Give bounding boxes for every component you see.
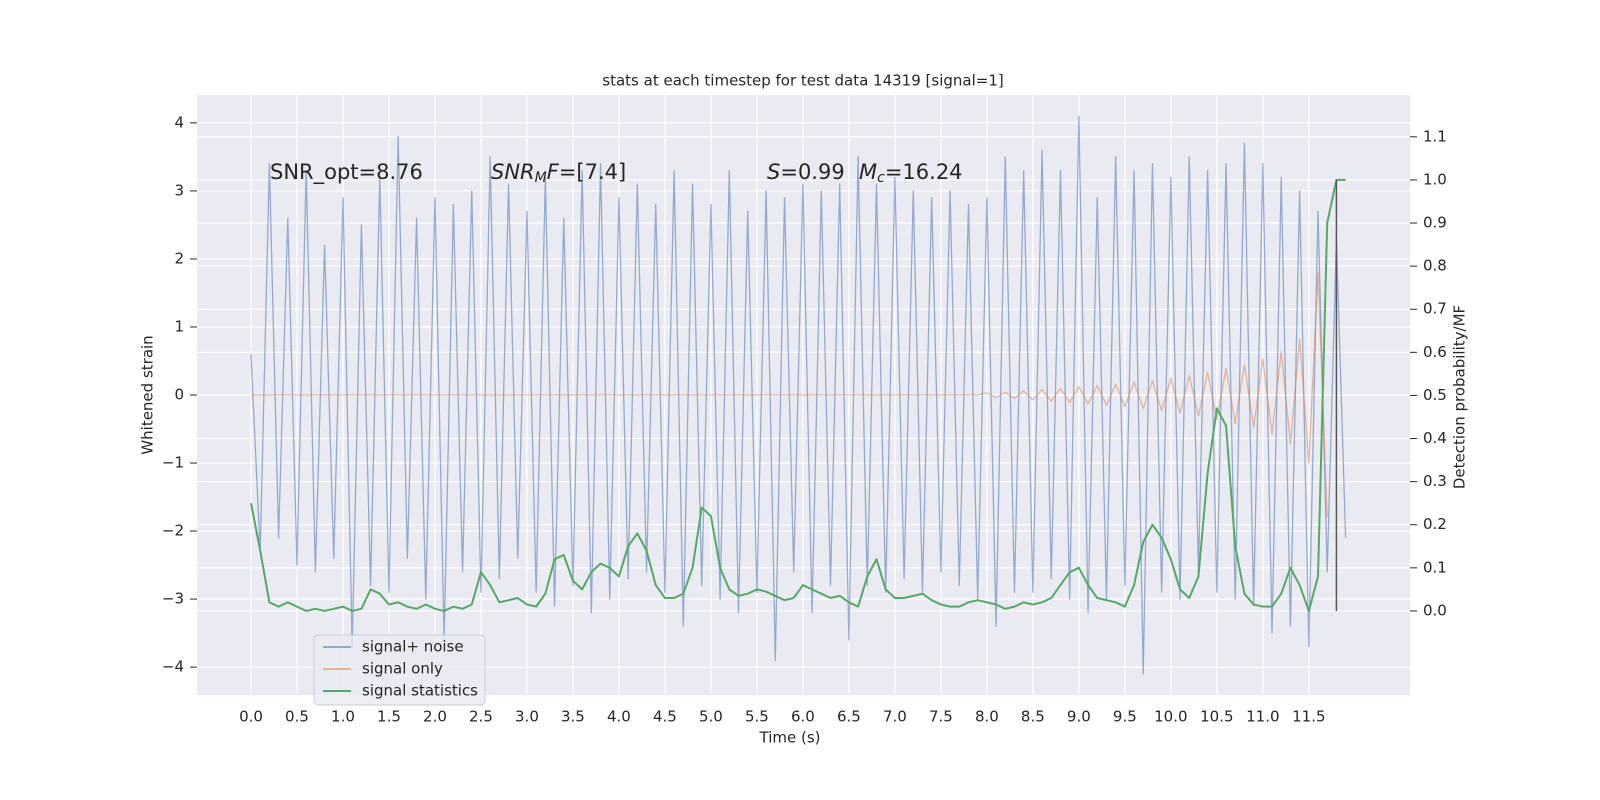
- x-tick-label: 9.5: [1113, 708, 1137, 726]
- y2-tick-label: 0.8: [1423, 257, 1447, 275]
- x-tick-label: 7.5: [929, 708, 953, 726]
- x-tick-label: 4.0: [607, 708, 631, 726]
- legend-label: signal+ noise: [362, 638, 464, 656]
- x-tick-label: 8.0: [975, 708, 999, 726]
- annotation-part: S: [767, 160, 780, 184]
- x-tick-label: 3.0: [515, 708, 539, 726]
- x-tick-label: 7.0: [883, 708, 907, 726]
- x-tick-label: 10.5: [1200, 708, 1233, 726]
- y2-tick-label: 0.1: [1423, 558, 1447, 576]
- x-tick-label: 9.0: [1067, 708, 1091, 726]
- annotation-part: M: [859, 160, 877, 184]
- series-line: [250, 115, 1347, 675]
- labels: 0.0 0.5 1.0 1.5 2.0 2.5 3.0 3.5 4.0 4.5 5.0 5.5 6.0 6…: [162, 113, 1447, 725]
- y2-axis-label: Detection probability/MF: [1451, 305, 1469, 489]
- series-line: [250, 271, 1328, 518]
- x-axis-label: Time (s): [759, 729, 821, 747]
- annotation: Mc=16.24: [859, 160, 963, 186]
- x-tick-label: 11.0: [1246, 708, 1279, 726]
- x-tick-label: 2.0: [423, 708, 447, 726]
- y2-tick-label: 0.5: [1423, 386, 1447, 404]
- x-tick-label: 6.0: [791, 708, 815, 726]
- annotation-part: =0.99: [780, 160, 844, 184]
- annotation-part: =16.24: [885, 160, 963, 184]
- y2-tick-label: 0.9: [1423, 214, 1447, 232]
- x-tick-label: 11.5: [1292, 708, 1325, 726]
- y2-tick-label: 0.4: [1423, 429, 1447, 447]
- y-tick-label: 2: [174, 249, 184, 267]
- legend-label: signal only: [362, 660, 443, 678]
- x-tick-label: 8.5: [1021, 708, 1045, 726]
- y-tick-label: 3: [174, 181, 184, 199]
- y2-tick-label: 1.1: [1423, 127, 1447, 145]
- annotation-part: SNR_opt=8.76: [270, 160, 423, 185]
- y-tick-label: −2: [162, 522, 184, 540]
- y2-tick-label: 0.2: [1423, 515, 1447, 533]
- x-tick-label: 4.5: [653, 708, 677, 726]
- y2-tick-label: 0.0: [1423, 601, 1447, 619]
- x-tick-label: 1.5: [377, 708, 401, 726]
- x-tick-label: 6.5: [837, 708, 861, 726]
- annotation: SNRMF=[7.4]: [491, 160, 626, 186]
- x-tick-label: 5.0: [699, 708, 723, 726]
- y2-tick-label: 1.0: [1423, 170, 1447, 188]
- x-tick-label: 1.0: [331, 708, 355, 726]
- y-tick-label: 4: [174, 113, 184, 131]
- y-axis-label: Whitened strain: [139, 335, 157, 454]
- marks: [250, 115, 1347, 675]
- x-tick-label: 0.5: [285, 708, 309, 726]
- annotation-part: =[7.4]: [559, 160, 626, 184]
- y-tick-label: 0: [174, 386, 184, 404]
- y2-tick-label: 0.3: [1423, 472, 1447, 490]
- chart-title: stats at each timestep for test data 143…: [602, 72, 1003, 90]
- annotation-part: M: [535, 170, 547, 186]
- y-tick-label: −4: [162, 658, 184, 676]
- annotation: SNR_opt=8.76: [270, 160, 423, 185]
- annotation-part: c: [877, 170, 885, 186]
- series-line: [250, 178, 1346, 612]
- y2-tick-label: 0.6: [1423, 343, 1447, 361]
- y-tick-label: −3: [162, 590, 184, 608]
- y2-tick-label: 0.7: [1423, 300, 1447, 318]
- y-tick-label: −1: [162, 454, 184, 472]
- legend-label: signal statistics: [362, 682, 478, 700]
- annotation: S=0.99: [767, 160, 845, 184]
- x-tick-label: 10.0: [1154, 708, 1187, 726]
- annotation-part: F: [547, 160, 560, 184]
- x-tick-label: 3.5: [561, 708, 585, 726]
- y-tick-label: 1: [174, 317, 184, 335]
- x-tick-label: 2.5: [469, 708, 493, 726]
- x-tick-label: 5.5: [745, 708, 769, 726]
- annotation-part: SNR: [491, 160, 535, 184]
- legend-box: [313, 634, 486, 706]
- x-tick-label: 0.0: [239, 708, 263, 726]
